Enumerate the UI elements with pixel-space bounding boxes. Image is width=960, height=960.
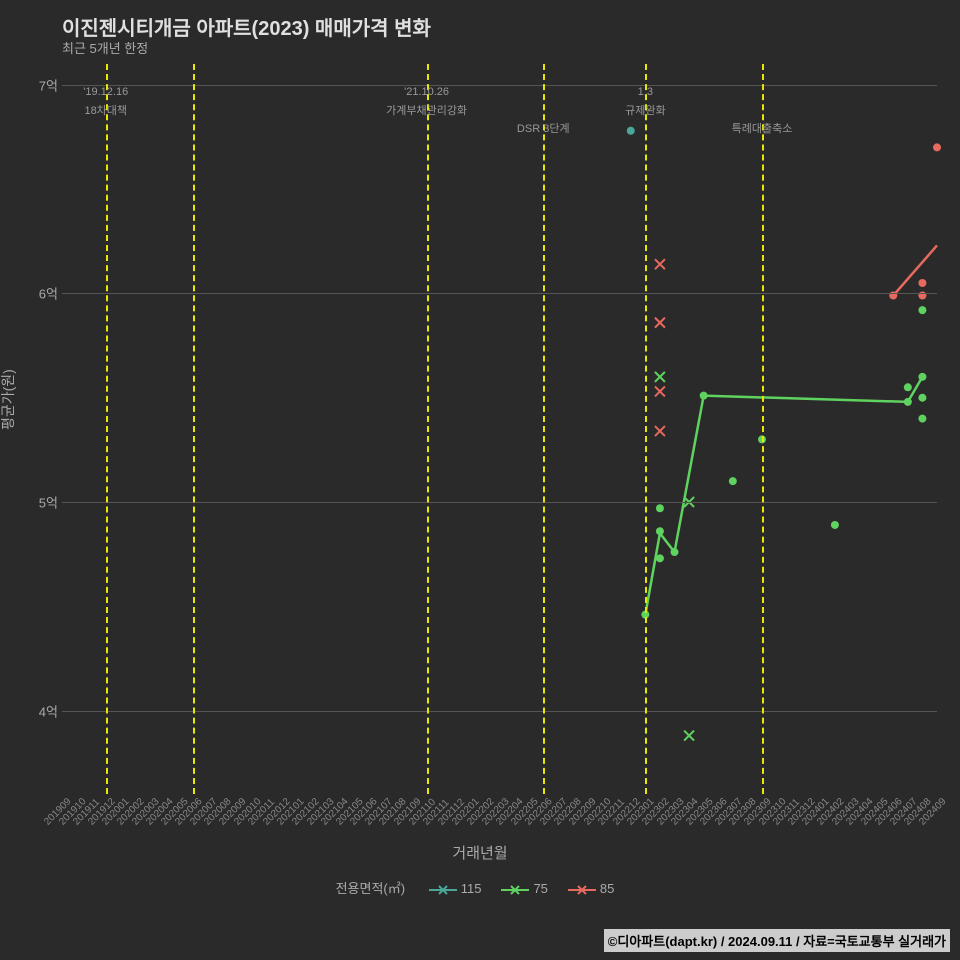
data-point xyxy=(904,383,912,391)
y-tick-label: 7억 xyxy=(30,75,58,94)
legend-title: 전용면적(㎡) xyxy=(336,878,406,897)
legend-item-115: 115 xyxy=(429,881,482,897)
policy-vline xyxy=(106,64,108,794)
vline-annotation: '19.12.16 xyxy=(83,86,128,98)
data-cross xyxy=(655,318,665,328)
policy-vline xyxy=(543,64,545,794)
legend-item-75: 75 xyxy=(501,881,547,897)
data-cross xyxy=(655,318,665,328)
x-axis-label: 거래년월 xyxy=(0,842,960,863)
data-point xyxy=(918,279,926,287)
data-point xyxy=(729,477,737,485)
data-point xyxy=(918,373,926,381)
y-axis-label: 평균가(원) xyxy=(0,369,18,430)
vline-annotation: 특례대출축소 xyxy=(732,120,793,136)
data-cross xyxy=(655,372,665,382)
data-point xyxy=(656,504,664,512)
y-tick-label: 5억 xyxy=(30,493,58,512)
plot-area xyxy=(62,64,937,794)
data-point xyxy=(700,392,708,400)
data-point xyxy=(904,398,912,406)
legend: 전용면적(㎡) 115 75 85 xyxy=(0,878,960,897)
policy-vline xyxy=(427,64,429,794)
data-cross xyxy=(655,426,665,436)
footer-credit: ©디아파트(dapt.kr) / 2024.09.11 / 자료=국토교통부 실… xyxy=(604,929,950,952)
vline-annotation: 1.3 xyxy=(638,86,653,98)
vline-annotation: 가계부채관리강화 xyxy=(386,102,467,118)
chart-title: 이진젠시티개금 아파트(2023) 매매가격 변화 xyxy=(62,12,431,41)
data-point xyxy=(671,548,679,556)
data-point xyxy=(656,554,664,562)
policy-vline xyxy=(193,64,195,794)
data-point xyxy=(918,306,926,314)
data-cross xyxy=(655,372,665,382)
data-point xyxy=(831,521,839,529)
data-cross xyxy=(684,731,694,741)
data-cross xyxy=(655,259,665,269)
data-point xyxy=(656,527,664,535)
legend-item-85: 85 xyxy=(568,881,614,897)
chart-subtitle: 최근 5개년 한정 xyxy=(62,38,148,57)
vline-annotation: DSR 3단계 xyxy=(517,120,570,136)
legend-label: 115 xyxy=(461,881,482,896)
series-line-75 xyxy=(645,377,922,615)
data-point xyxy=(918,394,926,402)
vline-annotation: '21.10.26 xyxy=(404,86,449,98)
policy-vline xyxy=(645,64,647,794)
legend-label: 85 xyxy=(600,881,614,896)
data-cross xyxy=(655,259,665,269)
legend-label: 75 xyxy=(533,881,547,896)
data-point xyxy=(933,143,941,151)
data-point xyxy=(627,127,635,135)
data-point xyxy=(918,415,926,423)
y-tick-label: 4억 xyxy=(30,701,58,720)
data-cross xyxy=(655,426,665,436)
data-cross xyxy=(655,386,665,396)
vline-annotation: 규제완화 xyxy=(625,102,665,118)
data-cross xyxy=(684,731,694,741)
y-tick-label: 6억 xyxy=(30,284,58,303)
series-line-85 xyxy=(893,245,937,295)
vline-annotation: 18차대책 xyxy=(84,102,127,118)
policy-vline xyxy=(762,64,764,794)
data-cross xyxy=(655,386,665,396)
